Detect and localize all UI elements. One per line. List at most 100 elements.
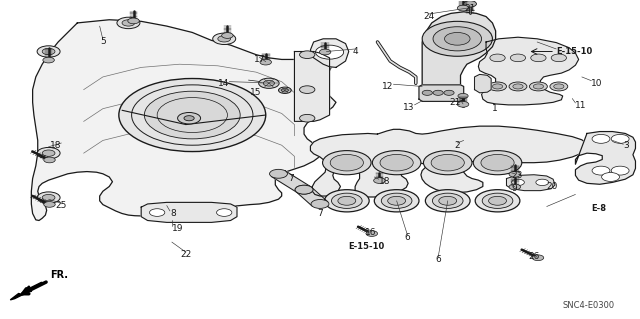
Circle shape [592,134,610,143]
Circle shape [611,166,629,175]
Circle shape [282,88,289,92]
Circle shape [488,82,506,91]
Text: 1: 1 [492,104,498,113]
Circle shape [332,193,362,208]
Text: 15: 15 [250,88,261,97]
Text: 25: 25 [56,201,67,210]
Text: 19: 19 [172,224,183,233]
Circle shape [422,90,433,95]
Text: FR.: FR. [51,270,68,280]
Circle shape [381,193,412,208]
Circle shape [259,78,279,88]
Circle shape [145,91,240,139]
Circle shape [212,33,236,45]
Circle shape [473,151,522,175]
Text: E-8: E-8 [591,204,607,213]
Circle shape [269,169,287,178]
Polygon shape [296,188,328,206]
Circle shape [550,82,568,91]
Polygon shape [310,126,587,197]
Text: 23: 23 [511,171,523,180]
Circle shape [551,54,566,62]
Circle shape [602,173,620,182]
Polygon shape [10,293,23,300]
Circle shape [338,196,356,205]
Circle shape [532,255,544,261]
Circle shape [42,48,55,55]
Circle shape [536,179,548,186]
Text: 22: 22 [180,250,191,259]
Circle shape [317,48,330,55]
Circle shape [592,166,610,175]
Circle shape [490,54,505,62]
Circle shape [37,46,60,57]
Circle shape [122,20,135,26]
Circle shape [316,45,344,59]
Circle shape [433,90,444,95]
Text: 20: 20 [547,182,558,191]
Circle shape [445,33,470,45]
Text: 21: 21 [449,98,461,107]
Circle shape [324,190,369,212]
Circle shape [482,193,513,208]
Circle shape [529,82,547,91]
Circle shape [511,179,524,186]
Circle shape [509,82,527,91]
Text: 2: 2 [454,141,460,150]
Circle shape [43,57,54,63]
Circle shape [488,196,506,205]
Circle shape [531,54,546,62]
Circle shape [150,209,165,216]
Circle shape [218,36,230,42]
Text: 18: 18 [50,141,61,150]
Circle shape [44,202,55,207]
Text: 24: 24 [423,12,434,21]
Text: 9: 9 [511,184,517,193]
Polygon shape [474,74,491,93]
Circle shape [263,80,275,86]
Text: 6: 6 [435,255,441,264]
Polygon shape [422,12,495,86]
Circle shape [458,93,468,99]
Circle shape [300,51,315,58]
Text: 3: 3 [623,141,629,150]
Circle shape [312,46,335,57]
Circle shape [509,171,520,177]
Circle shape [509,184,520,190]
Text: 5: 5 [100,38,106,47]
Circle shape [44,157,55,163]
Circle shape [433,193,463,208]
Circle shape [439,196,457,205]
Text: 7: 7 [289,174,294,183]
Polygon shape [141,202,237,222]
Circle shape [475,190,520,212]
Circle shape [433,27,481,51]
Circle shape [388,196,406,205]
Circle shape [611,134,629,143]
Text: 13: 13 [403,103,415,112]
Circle shape [117,17,140,29]
Text: E-15-10: E-15-10 [348,242,384,251]
Text: 26: 26 [528,252,540,261]
Circle shape [128,18,140,24]
Circle shape [330,154,364,171]
Circle shape [37,147,60,159]
Text: 8: 8 [170,209,175,218]
Text: 12: 12 [382,82,394,91]
Circle shape [37,192,60,203]
Circle shape [42,150,55,156]
Circle shape [366,231,378,236]
Text: SNC4-E0300: SNC4-E0300 [562,301,614,310]
Text: 10: 10 [591,79,603,88]
Polygon shape [31,20,336,220]
Circle shape [374,178,385,183]
Circle shape [464,1,476,7]
Polygon shape [294,51,330,122]
Text: 4: 4 [352,47,358,56]
Circle shape [513,84,523,89]
Circle shape [554,84,564,89]
Text: 21: 21 [465,4,476,13]
Circle shape [510,54,525,62]
Circle shape [426,190,470,212]
Circle shape [492,84,502,89]
